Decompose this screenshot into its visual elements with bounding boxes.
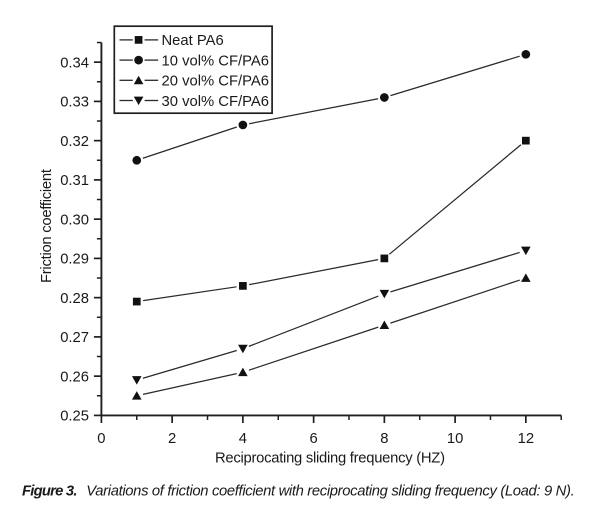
svg-text:Friction coefficient: Friction coefficient	[39, 169, 55, 283]
svg-text:Reciprocating sliding frequenc: Reciprocating sliding frequency (HZ)	[215, 451, 445, 467]
svg-text:4: 4	[239, 431, 247, 447]
svg-text:12: 12	[518, 431, 534, 447]
svg-text:0.32: 0.32	[60, 134, 89, 150]
svg-text:30 vol% CF/PA6: 30 vol% CF/PA6	[162, 94, 269, 110]
svg-text:0.26: 0.26	[60, 369, 89, 385]
svg-text:0: 0	[97, 431, 105, 447]
svg-text:10 vol% CF/PA6: 10 vol% CF/PA6	[162, 53, 269, 69]
svg-text:10: 10	[447, 431, 463, 447]
svg-text:0.25: 0.25	[60, 409, 89, 425]
svg-text:0.30: 0.30	[60, 212, 89, 228]
svg-text:Figure 3.: Figure 3.	[22, 484, 78, 500]
svg-text:0.29: 0.29	[60, 252, 89, 268]
svg-text:2: 2	[168, 431, 176, 447]
svg-text:0.33: 0.33	[60, 95, 89, 111]
svg-text:0.31: 0.31	[60, 173, 89, 189]
svg-text:20 vol% CF/PA6: 20 vol% CF/PA6	[162, 74, 269, 90]
svg-text:0.27: 0.27	[60, 330, 89, 346]
svg-text:0.28: 0.28	[60, 291, 89, 307]
svg-text:Variations of friction coeffic: Variations of friction coefficient with …	[86, 484, 574, 500]
svg-text:0.34: 0.34	[60, 55, 89, 71]
svg-text:8: 8	[380, 431, 388, 447]
svg-text:6: 6	[310, 431, 318, 447]
svg-text:Neat PA6: Neat PA6	[162, 33, 224, 49]
